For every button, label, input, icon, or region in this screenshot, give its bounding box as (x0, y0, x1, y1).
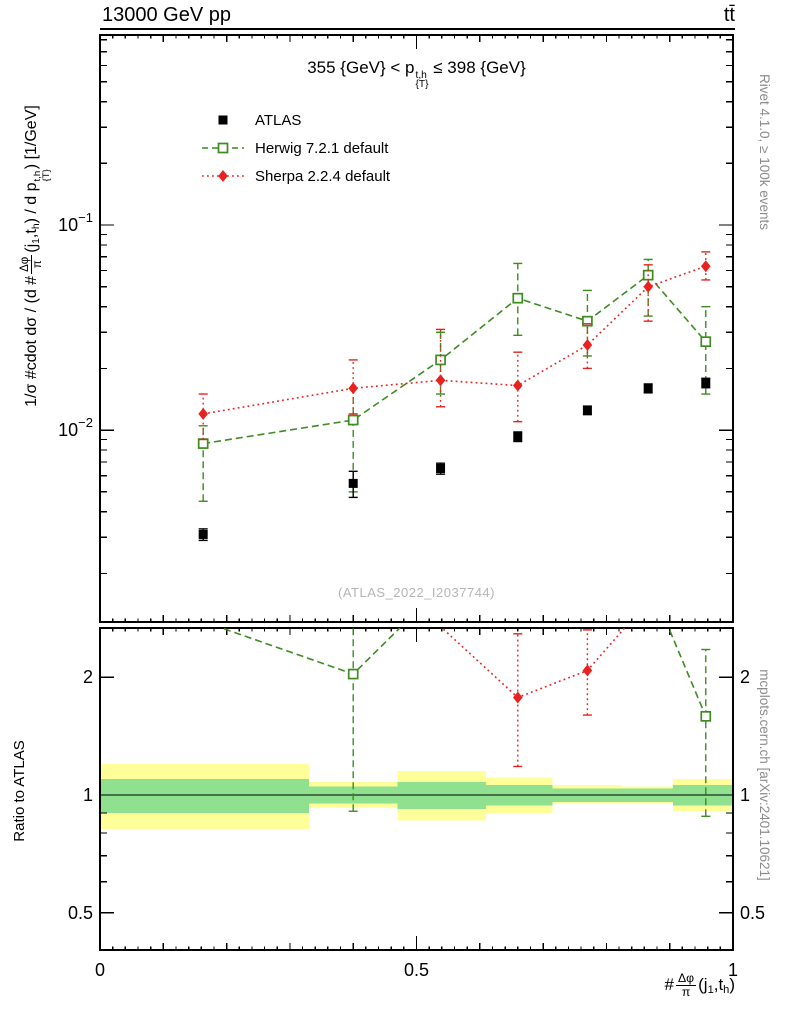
mcplots-attribution: mcplots.cern.ch [arXiv:2401.10621] (757, 669, 772, 881)
rivet-version-note: Rivet 4.1.0, ≥ 100k events (757, 74, 772, 230)
sherpa-2-2-4-default-marker (348, 382, 358, 395)
ratio-y-axis-label: Ratio to ATLAS (11, 740, 28, 842)
legend-item-sherpa: Sherpa 2.2.4 default (200, 162, 390, 190)
axis-tick-labels: 10−1 10−2 2 2 1 1 0.5 0.5 0 0.5 1 (58, 210, 765, 980)
xlabel-part: # (664, 974, 674, 994)
atlas-marker (218, 115, 228, 125)
herwig-7-2-1-default-marker (700, 336, 712, 348)
xlabel-fraction: Δφ π (676, 971, 697, 999)
herwig-7-2-1-default-marker (700, 710, 712, 722)
xlabel-part: (j (698, 974, 708, 994)
xlabel-part: ) (729, 974, 735, 994)
atlas-marker (701, 378, 711, 388)
analysis-watermark: (ATLAS_2022_I2037744) (338, 585, 495, 600)
legend-item-herwig: Herwig 7.2.1 default (200, 134, 390, 162)
xlabel-frac-den: π (681, 984, 691, 999)
sherpa-2-2-4-default-marker (512, 691, 523, 704)
main-panel-frame (99, 34, 734, 623)
herwig-7-2-1-default-marker (217, 142, 229, 154)
ratio-uncertainty-bands (100, 764, 733, 829)
ylabel-frac-num: Δφ (19, 254, 33, 274)
header-beam-energy: 13000 GeV pp (102, 4, 231, 26)
sherpa-2-2-4-default-marker (582, 664, 593, 677)
sherpa-2-2-4-default-marker (700, 260, 711, 273)
svg-text:0: 0 (95, 960, 105, 980)
sherpa-marker-icon (202, 170, 244, 182)
xlabel-sub: h (723, 984, 730, 997)
header-underline (100, 28, 735, 30)
ylabel-fraction: Δφ π (19, 254, 45, 274)
xlabel-frac-num: Δφ (676, 971, 697, 986)
x-axis-label: # Δφ π (j1,th) (520, 972, 735, 999)
herwig-7-2-1-default-marker (347, 668, 359, 680)
atlas-marker (348, 478, 358, 488)
herwig-7-2-1-default-marker (512, 292, 524, 304)
ratio-herwig-7-2-1-default-line (219, 628, 707, 717)
ylabel-supsub: t,h {T} (32, 169, 53, 182)
sherpa-2-2-4-default-marker (198, 407, 208, 420)
herwig-7-2-1-default-marker (347, 414, 359, 426)
ratio-points-sherpa-2-2-4-default (512, 629, 593, 768)
main-points-atlas (198, 377, 711, 542)
main-y-axis-label: 1/σ #cdot dσ / (d # Δφ π (j1,th) / d p t,h {T… (19, 0, 52, 556)
sherpa-2-2-4-default-marker (435, 374, 446, 387)
atlas-marker (198, 529, 208, 539)
svg-text:1: 1 (83, 785, 93, 805)
svg-text:1: 1 (740, 785, 750, 805)
herwig-marker-icon (202, 142, 244, 154)
legend-label-herwig: Herwig 7.2.1 default (255, 139, 389, 157)
svg-text:0.5: 0.5 (740, 903, 765, 923)
legend: ATLAS Herwig 7.2.1 default Sherpa 2.2.4 … (200, 106, 390, 190)
svg-text:0.5: 0.5 (68, 903, 93, 923)
ylabel-sub: h (30, 223, 42, 230)
svg-text:2: 2 (83, 667, 93, 687)
ylabel-part: 1/σ #cdot dσ / (d # (22, 275, 40, 407)
atlas-marker (513, 432, 523, 442)
ylabel-part: ) [1/GeV] (22, 105, 40, 170)
ylabel-sub: 1 (30, 238, 42, 244)
atlas-marker (582, 405, 592, 415)
main-points-sherpa-2-2-4-default (198, 251, 711, 441)
ratio-panel-frame (99, 627, 734, 951)
atlas-marker (643, 383, 653, 393)
herwig-7-2-1-default-line (203, 274, 707, 445)
herwig-7-2-1-default-marker (197, 438, 209, 449)
svg-text:10−1: 10−1 (58, 210, 93, 235)
ratio-points-herwig-7-2-1-default (347, 628, 712, 818)
panel-title-text: 355 {GeV} < p (307, 58, 415, 77)
ratio-series (219, 628, 712, 818)
ylabel-part: ,t (22, 229, 40, 239)
panel-title-sub: {T} (415, 79, 429, 91)
main-series (197, 251, 712, 542)
svg-text:1: 1 (728, 960, 738, 980)
ylabel-frac-den: π (32, 260, 45, 269)
legend-item-atlas: ATLAS (200, 106, 390, 134)
xlabel-sub: 1 (707, 984, 714, 997)
legend-label-sherpa: Sherpa 2.2.4 default (255, 167, 391, 185)
ylabel-part: ) / d p (22, 182, 40, 224)
panel-title-text2: ≤ 398 {GeV} (428, 58, 526, 77)
legend-label-atlas: ATLAS (255, 111, 302, 129)
atlas-marker-icon (218, 115, 228, 125)
atlas-marker (436, 464, 446, 474)
svg-text:0.5: 0.5 (404, 960, 429, 980)
panel-title-supsub: t,h {T} (415, 69, 429, 91)
herwig-7-2-1-default-marker (582, 315, 593, 327)
xlabel-part: ,t (713, 974, 724, 994)
svg-text:2: 2 (740, 667, 750, 687)
main-points-herwig-7-2-1-default (197, 258, 712, 502)
sherpa-2-2-4-default-marker (512, 379, 523, 392)
ylabel-part: (j (22, 243, 40, 253)
ylabel-sub: {T} (41, 169, 53, 182)
panel-title-sup: t,h (415, 69, 427, 81)
sherpa-2-2-4-default-marker (643, 280, 653, 293)
panel-title: 355 {GeV} < p t,h {T} ≤ 398 {GeV} (100, 58, 733, 90)
svg-text:10−2: 10−2 (58, 415, 93, 440)
header-process-label: tt̄ (723, 4, 735, 26)
sherpa-2-2-4-default-marker (582, 339, 593, 352)
sherpa-2-2-4-default-marker (218, 170, 228, 182)
